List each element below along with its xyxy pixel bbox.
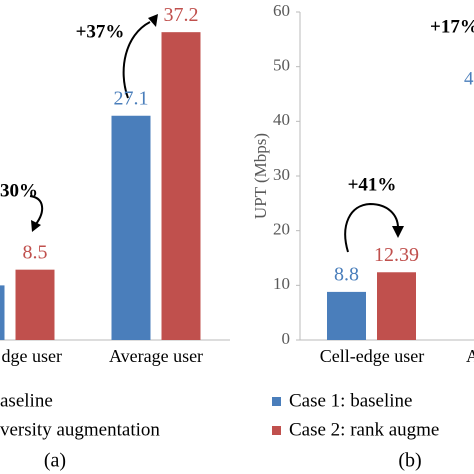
bar <box>0 285 5 340</box>
arrow-head <box>31 220 41 232</box>
legend-label: Case 2: rank augme <box>289 419 439 440</box>
annotation: 4 <box>464 68 474 89</box>
value-label: 8.8 <box>334 263 359 285</box>
arrow <box>122 21 151 99</box>
arrow-head <box>148 14 158 27</box>
value-label: 8.5 <box>23 241 48 263</box>
y-tick-label: 50 <box>273 56 290 75</box>
y-tick-label: 30 <box>273 165 290 184</box>
value-label: 27.1 <box>114 87 149 109</box>
bar <box>161 32 201 341</box>
y-tick-label: 20 <box>273 220 290 239</box>
x-tick-label: A <box>466 346 474 366</box>
x-tick-label: dge user <box>2 346 62 366</box>
bar <box>327 291 366 340</box>
y-axis-label: UPT (Mbps) <box>251 133 270 219</box>
value-label: 37.2 <box>164 4 199 26</box>
legend-swatch <box>272 426 281 435</box>
annotation: +37% <box>76 21 125 42</box>
legend-swatch <box>272 397 281 406</box>
arrow <box>29 195 44 225</box>
y-tick-label: 60 <box>273 1 290 20</box>
value-label: 12.39 <box>374 244 419 266</box>
bar <box>15 269 55 340</box>
arrow <box>344 202 399 253</box>
legend-label: Case 1: baseline <box>289 390 412 411</box>
annotation: +17% <box>430 16 474 37</box>
x-tick-label: Average user <box>109 346 203 366</box>
x-tick-label: Cell-edge user <box>320 346 424 366</box>
y-tick-label: 40 <box>273 110 290 129</box>
legend-label: versity augmentation <box>0 419 160 440</box>
bar <box>111 115 151 340</box>
annotation: +41% <box>348 174 397 195</box>
y-tick-label: 10 <box>273 274 290 293</box>
caption: (a) <box>44 450 66 472</box>
arrow-head <box>392 226 404 238</box>
caption: (b) <box>398 450 421 472</box>
annotation: 30% <box>0 180 38 201</box>
bar <box>377 272 416 340</box>
legend-label: aseline <box>0 390 53 411</box>
y-tick-label: 0 <box>282 329 291 348</box>
